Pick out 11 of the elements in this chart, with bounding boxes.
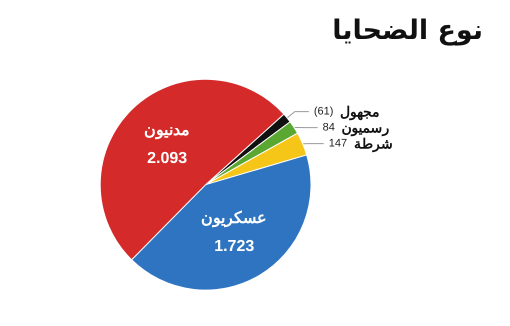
data-label: 2.093 xyxy=(147,150,188,167)
slice-label: شرطة xyxy=(354,136,393,153)
slice-label: رسميون xyxy=(342,120,390,137)
data-label: 84 xyxy=(322,122,335,134)
data-label: (61) xyxy=(314,106,334,118)
slice-label: عسكريون xyxy=(201,210,268,228)
slice-label: مدنيون xyxy=(144,122,190,140)
data-label: 147 xyxy=(328,138,348,150)
slice-label: مجهول xyxy=(340,104,380,121)
data-label: 1.723 xyxy=(214,238,254,255)
chart-title: نوع الضحايا xyxy=(332,15,483,46)
